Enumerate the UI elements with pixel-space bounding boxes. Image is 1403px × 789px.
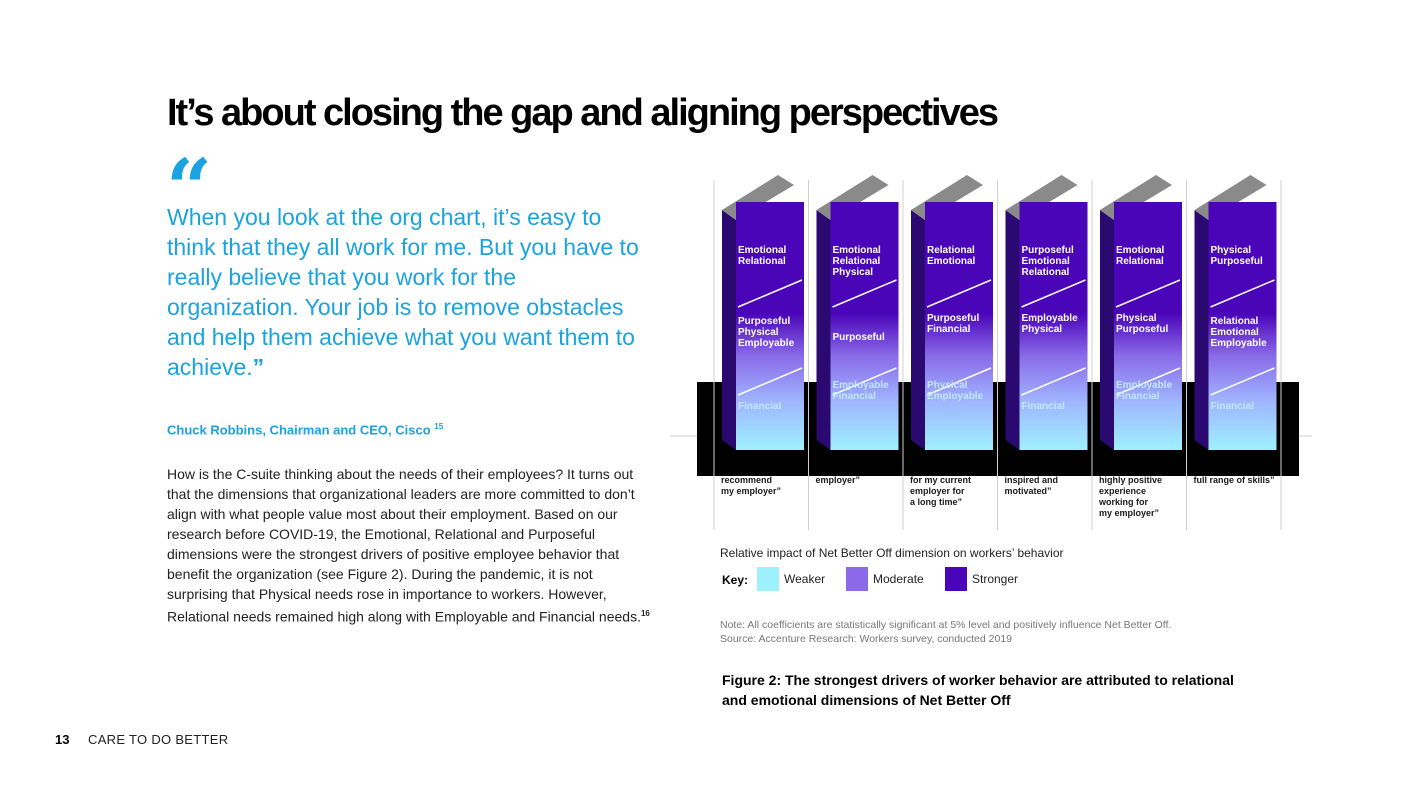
bar-side <box>911 210 925 450</box>
weaker-driver-label: Financial <box>1116 391 1160 402</box>
stronger-driver-label: Physical <box>833 267 874 278</box>
weaker-driver-label: Employable <box>927 391 984 402</box>
moderate-driver-label: Employable <box>738 338 795 349</box>
bar-side <box>1005 210 1020 450</box>
quote-attribution: Chuck Robbins, Chairman and CEO, Cisco 1… <box>167 422 443 437</box>
bar-side <box>722 210 736 450</box>
behavior-caption: highly positive <box>1099 475 1162 485</box>
behavior-caption: motivated” <box>1005 486 1052 496</box>
footer-title: CARE TO DO BETTER <box>88 732 229 747</box>
behavior-caption: experience <box>1099 486 1146 496</box>
pull-quote: When you look at the org chart, it’s eas… <box>167 202 647 382</box>
behavior-caption: inspired and <box>1005 475 1059 485</box>
stronger-driver-label: Emotional <box>1022 256 1071 267</box>
bar-separator <box>926 367 992 396</box>
bar-side <box>1194 210 1209 450</box>
stronger-driver-label: Emotional <box>833 245 882 256</box>
bar-separator <box>1210 367 1275 396</box>
quote-mark: “ <box>166 141 213 235</box>
body-paragraph: How is the C-suite thinking about the ne… <box>167 464 657 627</box>
moderate-driver-label: Physical <box>738 327 779 338</box>
driver-bars-chart: EmotionalRelationalPurposefulPhysicalEmp… <box>670 175 1312 530</box>
attribution-text: Chuck Robbins, Chairman and CEO, Cisco <box>167 422 431 438</box>
behavior-caption: full range of skills” <box>1194 475 1275 485</box>
note-text: Note: All coefficients are statistically… <box>720 619 1172 631</box>
legend-swatch-moderate <box>846 567 868 591</box>
weaker-driver-label: Financial <box>738 401 782 412</box>
behavior-caption: a long time” <box>910 497 962 507</box>
weaker-driver-label: Financial <box>1211 401 1255 412</box>
legend-label-moderate: Moderate <box>873 572 924 586</box>
weaker-driver-label: Physical <box>927 380 968 391</box>
weaker-driver-label: Employable <box>1116 380 1173 391</box>
behavior-caption: recommend <box>721 475 772 485</box>
bar-separator <box>737 367 803 396</box>
page-number: 13 <box>55 732 70 747</box>
stronger-driver-label: Emotional <box>738 245 787 256</box>
bar-front <box>1208 202 1277 450</box>
relative-impact-label: Relative impact of Net Better Off dimens… <box>720 546 1064 560</box>
legend-swatch-stronger <box>945 567 967 591</box>
behavior-caption: my employer” <box>1099 508 1159 518</box>
moderate-driver-label: Physical <box>1116 313 1157 324</box>
stronger-driver-label: Purposeful <box>1211 256 1263 267</box>
bar-front <box>1019 202 1088 450</box>
bar-side <box>816 210 831 450</box>
moderate-driver-label: Relational <box>1211 316 1259 327</box>
legend-swatch-weaker <box>757 567 779 591</box>
moderate-driver-label: Employable <box>1211 338 1268 349</box>
moderate-driver-label: Purposeful <box>1116 324 1168 335</box>
attribution-reference: 15 <box>434 422 444 431</box>
figure-caption: Figure 2: The strongest drivers of worke… <box>722 672 1234 708</box>
moderate-driver-label: Employable <box>1022 313 1079 324</box>
bar-separator <box>926 279 992 308</box>
bar-separator <box>737 279 803 308</box>
weaker-driver-label: Employable <box>833 380 890 391</box>
bar-separator <box>1115 367 1181 396</box>
stronger-driver-label: Relational <box>1116 256 1164 267</box>
bar-separator <box>1021 367 1086 396</box>
body-reference: 16 <box>640 609 650 618</box>
moderate-driver-label: Purposeful <box>927 313 979 324</box>
moderate-driver-label: Purposeful <box>833 332 885 343</box>
bar-front <box>925 202 993 450</box>
stronger-driver-label: Relational <box>833 256 881 267</box>
weaker-driver-label: Financial <box>1022 401 1066 412</box>
body-text: How is the C-suite thinking about the ne… <box>167 466 641 625</box>
bar-separator <box>832 279 897 308</box>
stronger-driver-label: Emotional <box>1116 245 1165 256</box>
bar-separator <box>1021 279 1086 308</box>
stronger-driver-label: Relational <box>738 256 786 267</box>
behavior-caption: employer” <box>816 475 861 485</box>
legend-label-weaker: Weaker <box>784 572 826 586</box>
legend-key-label: Key: <box>722 573 749 587</box>
stronger-driver-label: Emotional <box>927 256 976 267</box>
stronger-driver-label: Relational <box>1022 267 1070 278</box>
figure-note: Note: All coefficients are statistically… <box>720 618 1280 646</box>
bar-side <box>1100 210 1114 450</box>
weaker-driver-label: Financial <box>833 391 877 402</box>
source-text: Source: Accenture Research: Workers surv… <box>720 633 1013 645</box>
moderate-driver-label: Emotional <box>1211 327 1260 338</box>
moderate-driver-label: Physical <box>1022 324 1063 335</box>
bar-front <box>1114 202 1182 450</box>
pull-quote-text: When you look at the org chart, it’s eas… <box>167 204 639 380</box>
stronger-driver-label: Physical <box>1211 245 1252 256</box>
page-title: It’s about closing the gap and aligning … <box>167 92 999 134</box>
moderate-driver-label: Purposeful <box>738 316 790 327</box>
bar-separator <box>1115 279 1181 308</box>
stronger-driver-label: Purposeful <box>1022 245 1074 256</box>
quote-close-mark: ” <box>252 354 265 380</box>
bar-front <box>736 202 804 450</box>
behavior-caption: for my current <box>910 475 971 485</box>
behavior-caption: working for <box>1098 497 1148 507</box>
moderate-driver-label: Financial <box>927 324 971 335</box>
bar-front <box>830 202 899 450</box>
bar-separator <box>832 367 897 396</box>
bar-separator <box>1210 279 1275 308</box>
stronger-driver-label: Relational <box>927 245 975 256</box>
behavior-caption: employer for <box>910 486 965 496</box>
legend-label-stronger: Stronger <box>972 572 1019 586</box>
behavior-caption: my employer” <box>721 486 781 496</box>
